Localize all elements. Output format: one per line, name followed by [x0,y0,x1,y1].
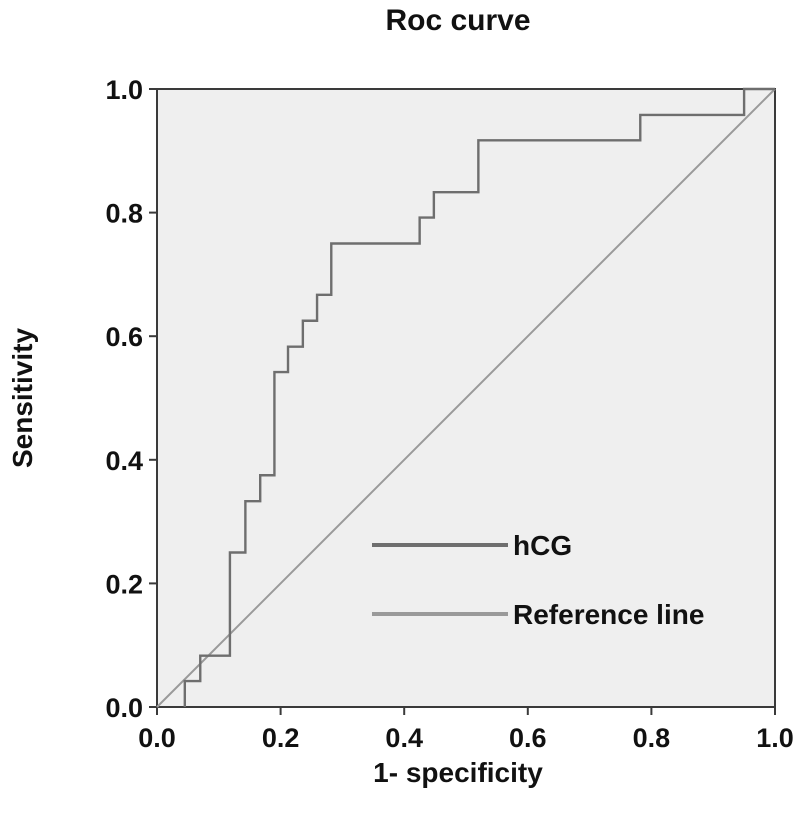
x-tick-label: 0.2 [262,723,300,753]
x-tick-label: 0.0 [138,723,176,753]
y-tick-label: 0.8 [105,199,143,229]
legend-reference-line-label: Reference line [513,599,704,630]
y-axis-label: Sensitivity [7,328,38,468]
legend-hcg-label: hCG [513,530,572,561]
legend: hCG Reference line [372,530,704,630]
x-axis-label: 1- specificity [373,757,543,788]
x-tick-label: 0.6 [509,723,547,753]
reference-line [156,88,776,708]
y-tick-label: 0.2 [105,569,143,599]
hcg-roc-line [183,87,775,707]
series-layer [156,87,776,708]
y-tick-label: 1.0 [105,75,143,105]
x-tick-label: 1.0 [756,723,794,753]
x-tick-label: 0.4 [385,723,423,753]
y-tick-label: 0.0 [105,693,143,723]
y-tick-label: 0.6 [105,322,143,352]
y-tick-label: 0.4 [105,446,143,476]
y-axis: 0.0 0.2 0.4 0.6 0.8 1.0 [105,75,157,723]
x-tick-label: 0.8 [633,723,671,753]
x-axis: 0.0 0.2 0.4 0.6 0.8 1.0 [138,707,794,753]
chart-title: Roc curve [385,4,530,37]
